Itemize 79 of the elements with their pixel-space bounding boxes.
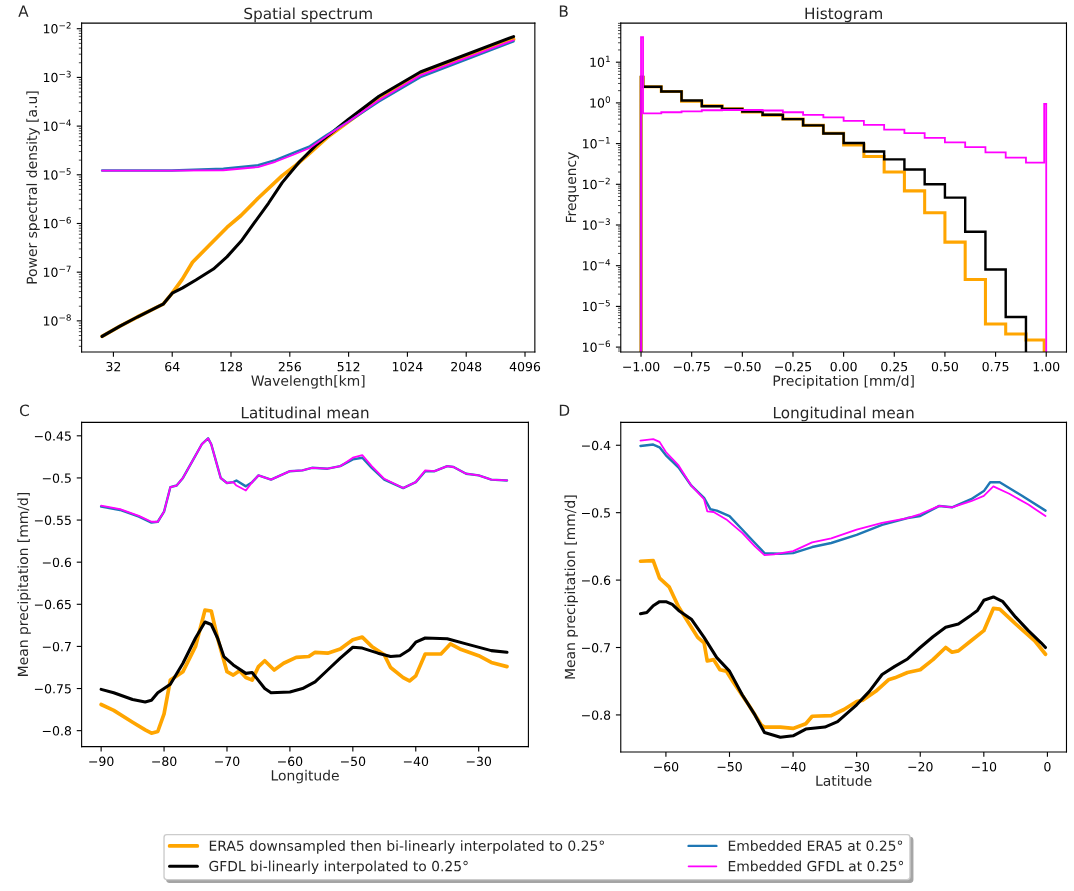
x-tick-label: 0.50 (931, 361, 959, 372)
y-tick-label: 10$^{−3}$ (43, 70, 71, 83)
y-tick-label: −0.8 (582, 710, 611, 720)
x-tick-label: −80 (152, 756, 177, 767)
x-tick-label: −30 (466, 756, 492, 767)
y-tick-label: 10$^{−5}$ (583, 299, 610, 312)
x-tick-label: −90 (89, 756, 114, 767)
y-tick-label: 10$^{−5}$ (43, 168, 71, 180)
chart-title: Latitudinal mean (241, 406, 369, 419)
y-tick-label: −0.6 (42, 557, 72, 568)
x-tick-label: −50 (717, 761, 742, 772)
x-tick-label: −50 (340, 756, 366, 767)
x-axis-title: Longitude (271, 769, 339, 784)
x-axis-title: Latitude (816, 775, 872, 786)
y-axis-title: Power spectral density [a.u] (26, 91, 40, 284)
x-tick-label: −60 (654, 761, 679, 772)
y-tick-label: 10$^{1}$ (590, 55, 610, 68)
x-tick-label: −0.75 (673, 361, 710, 372)
x-tick-label: −40 (781, 761, 806, 772)
y-tick-label: 10$^{−2}$ (43, 22, 71, 34)
y-tick-label: 10$^{−2}$ (583, 177, 610, 190)
y-tick-label: 10$^{−7}$ (43, 265, 71, 278)
x-tick-label: −40 (403, 756, 429, 767)
legend-label: Embedded ERA5 at 0.25° (728, 840, 903, 851)
y-tick-label: −0.4 (582, 440, 611, 451)
text: A (18, 5, 29, 17)
y-tick-label: 10$^{−3}$ (583, 218, 610, 230)
y-tick-label: −0.5 (582, 508, 610, 518)
y-tick-label: −0.6 (582, 575, 611, 586)
x-tick-label: −0.25 (775, 361, 812, 372)
y-tick-label: 10$^{−8}$ (43, 314, 71, 326)
y-tick-label: 10$^{0}$ (590, 96, 611, 108)
text: B (559, 5, 568, 17)
x-axis-title: Precipitation [mm/d] (773, 375, 914, 389)
y-tick-label: −0.45 (34, 431, 71, 441)
y-tick-label: 10$^{−1}$ (583, 137, 610, 149)
x-tick-label: 4096 (509, 361, 541, 372)
y-tick-label: −0.7 (42, 641, 71, 652)
x-tick-label: −70 (215, 756, 240, 767)
x-tick-label: −20 (908, 761, 933, 772)
y-tick-label: 10$^{−6}$ (43, 216, 71, 229)
chart-title: Spatial spectrum (244, 7, 372, 23)
x-tick-label: −10 (971, 761, 997, 772)
text: C (19, 404, 29, 417)
y-tick-label: 10$^{−4}$ (43, 119, 71, 131)
x-tick-label: 0.25 (881, 361, 908, 372)
y-tick-label: 10$^{−6}$ (583, 340, 611, 352)
x-tick-label: 64 (165, 361, 180, 372)
y-axis-title: Mean precipitation [mm/d] (17, 492, 31, 676)
y-tick-label: 10$^{−4}$ (583, 259, 611, 271)
y-tick-label: −0.5 (42, 473, 71, 483)
y-tick-label: −0.75 (34, 684, 71, 694)
y-tick-label: −0.55 (34, 515, 71, 525)
x-tick-label: 0 (1044, 761, 1051, 772)
x-tick-label: −0.50 (724, 361, 761, 372)
x-tick-label: 256 (278, 361, 301, 372)
x-tick-label: 1.00 (1033, 361, 1060, 372)
y-axis-title: Mean precipitation [mm/d] (564, 495, 578, 679)
text: D (559, 404, 570, 416)
x-tick-label: −60 (278, 756, 303, 767)
chart-title: Histogram (805, 7, 882, 23)
x-tick-label: 512 (337, 361, 360, 372)
y-tick-label: −0.8 (42, 726, 72, 736)
x-tick-label: 128 (220, 361, 243, 372)
legend-label: GFDL bi-linearly interpolated to 0.25° (209, 860, 468, 875)
legend-label: ERA5 downsampled then bi-linearly interpolated to 0.25° (209, 840, 604, 854)
y-tick-label: −0.7 (582, 642, 610, 653)
chart-title: Longitudinal mean (773, 406, 914, 422)
legend-label: Embedded GFDL at 0.25° (728, 860, 904, 872)
y-axis-title: Frequency (565, 152, 579, 223)
x-tick-label: 1024 (392, 361, 423, 372)
x-axis-title: Wavelength[km] (251, 375, 365, 389)
x-tick-label: −30 (844, 761, 870, 772)
x-tick-label: 2048 (451, 361, 482, 372)
x-tick-label: 32 (106, 361, 121, 372)
x-tick-label: 0.75 (982, 361, 1009, 372)
y-tick-label: −0.65 (34, 599, 71, 610)
x-tick-label: −1.00 (623, 361, 660, 372)
x-tick-label: 0.00 (830, 361, 857, 372)
